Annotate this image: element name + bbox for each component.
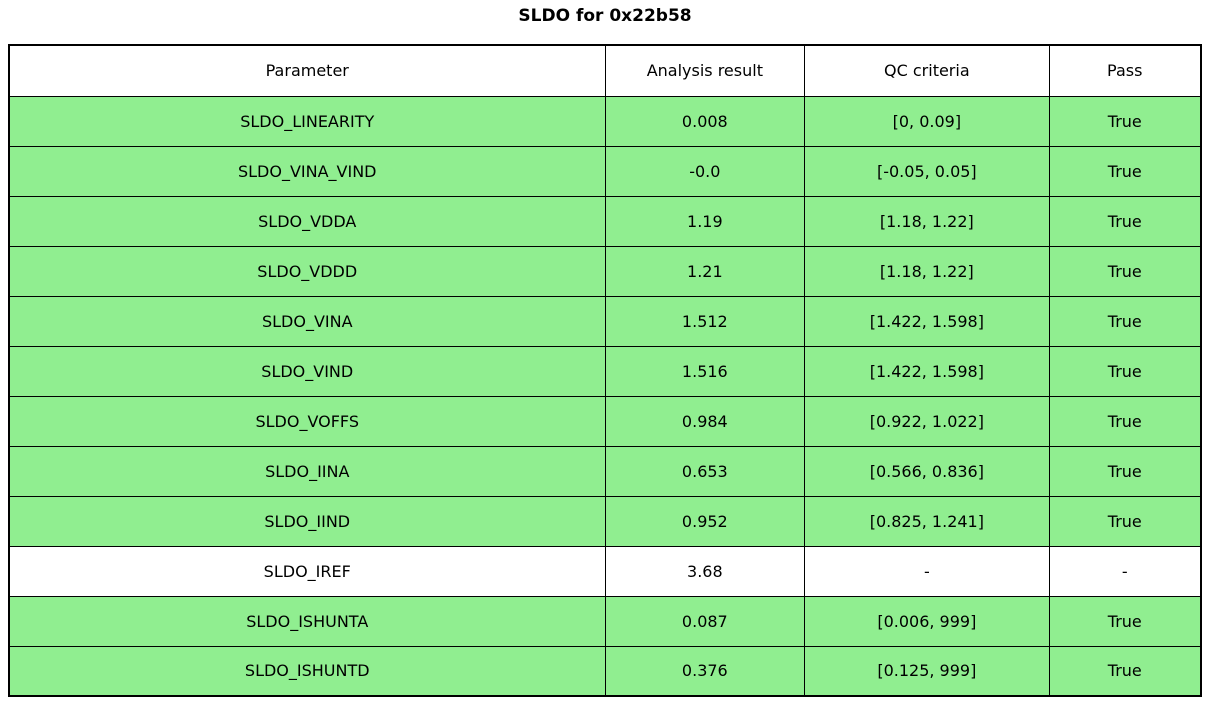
qc-criteria-cell: [0.566, 0.836] bbox=[804, 445, 1050, 497]
qc-results-table: Parameter Analysis result QC criteria Pa… bbox=[8, 44, 1202, 697]
parameter-cell: SLDO_VDDD bbox=[8, 245, 606, 297]
analysis-result-cell: 0.087 bbox=[604, 595, 806, 647]
table-row: SLDO_VINA 1.512 [1.422, 1.598] True bbox=[8, 295, 1202, 347]
parameter-cell: SLDO_IINA bbox=[8, 445, 606, 497]
column-header-analysis-result: Analysis result bbox=[604, 44, 806, 97]
analysis-result-cell: 1.516 bbox=[604, 345, 806, 397]
table-row: SLDO_IREF 3.68- - bbox=[8, 545, 1202, 597]
column-header-qc-criteria: QC criteria bbox=[804, 44, 1050, 97]
pass-cell: True bbox=[1048, 495, 1202, 547]
pass-cell: True bbox=[1048, 345, 1202, 397]
column-header-pass: Pass bbox=[1048, 44, 1202, 97]
analysis-result-cell: 0.984 bbox=[604, 395, 806, 447]
pass-cell: True bbox=[1048, 445, 1202, 497]
table-body: SLDO_LINEARITY 0.008 [0, 0.09] True SLDO_VIN… bbox=[8, 95, 1202, 697]
qc-criteria-cell: [0.125, 999] bbox=[804, 645, 1050, 697]
table-row: SLDO_VDDD 1.21 [1.18, 1.22] True bbox=[8, 245, 1202, 297]
qc-criteria-cell: [1.422, 1.598] bbox=[804, 295, 1050, 347]
pass-cell: True bbox=[1048, 245, 1202, 297]
qc-criteria-cell: [0.922, 1.022] bbox=[804, 395, 1050, 447]
table-row: SLDO_IIND 0.952 [0.825, 1.241] True bbox=[8, 495, 1202, 547]
pass-cell: True bbox=[1048, 645, 1202, 697]
parameter-cell: SLDO_LINEARITY bbox=[8, 95, 606, 147]
analysis-result-cell: 1.21 bbox=[604, 245, 806, 297]
qc-criteria-cell: [0.825, 1.241] bbox=[804, 495, 1050, 547]
pass-cell: True bbox=[1048, 395, 1202, 447]
parameter-cell: SLDO_VINA bbox=[8, 295, 606, 347]
pass-cell: True bbox=[1048, 295, 1202, 347]
parameter-cell: SLDO_ISHUNTD bbox=[8, 645, 606, 697]
table-row: SLDO_VOFFS 0.984 [0.922, 1.022] True bbox=[8, 395, 1202, 447]
analysis-result-cell: 0.653 bbox=[604, 445, 806, 497]
parameter-cell: SLDO_VINA_VIND bbox=[8, 145, 606, 197]
column-header-parameter: Parameter bbox=[8, 44, 606, 97]
qc-criteria-cell: [0, 0.09] bbox=[804, 95, 1050, 147]
parameter-cell: SLDO_VDDA bbox=[8, 195, 606, 247]
parameter-cell: SLDO_IREF bbox=[8, 545, 606, 597]
parameter-cell: SLDO_IIND bbox=[8, 495, 606, 547]
pass-cell: True bbox=[1048, 145, 1202, 197]
analysis-result-cell: 0.008 bbox=[604, 95, 806, 147]
header-row: Parameter Analysis result QC criteria Pa… bbox=[8, 44, 1202, 97]
table-row: SLDO_IINA 0.653 [0.566, 0.836] True bbox=[8, 445, 1202, 497]
pass-cell: True bbox=[1048, 595, 1202, 647]
table-row: SLDO_VIND 1.516 [1.422, 1.598] True bbox=[8, 345, 1202, 397]
parameter-cell: SLDO_ISHUNTA bbox=[8, 595, 606, 647]
pass-cell: - bbox=[1048, 545, 1202, 597]
qc-criteria-cell: [0.006, 999] bbox=[804, 595, 1050, 647]
parameter-cell: SLDO_VOFFS bbox=[8, 395, 606, 447]
pass-cell: True bbox=[1048, 195, 1202, 247]
analysis-result-cell: 3.68 bbox=[604, 545, 806, 597]
qc-criteria-cell: [-0.05, 0.05] bbox=[804, 145, 1050, 197]
parameter-cell: SLDO_VIND bbox=[8, 345, 606, 397]
analysis-result-cell: 1.19 bbox=[604, 195, 806, 247]
page-title: SLDO for 0x22b58 bbox=[518, 6, 692, 26]
analysis-result-cell: -0.0 bbox=[604, 145, 806, 197]
qc-criteria-cell: [1.422, 1.598] bbox=[804, 345, 1050, 397]
table-row: SLDO_VDDA 1.19 [1.18, 1.22] True bbox=[8, 195, 1202, 247]
qc-criteria-cell: [1.18, 1.22] bbox=[804, 195, 1050, 247]
table-row: SLDO_VINA_VIND -0.0 [-0.05, 0.05] True bbox=[8, 145, 1202, 197]
qc-criteria-cell: [1.18, 1.22] bbox=[804, 245, 1050, 297]
table-row: SLDO_LINEARITY 0.008 [0, 0.09] True bbox=[8, 95, 1202, 147]
analysis-result-cell: 0.376 bbox=[604, 645, 806, 697]
pass-cell: True bbox=[1048, 95, 1202, 147]
table-row: SLDO_ISHUNTD 0.376 [0.125, 999] True bbox=[8, 645, 1202, 697]
qc-criteria-cell: - bbox=[804, 545, 1050, 597]
table-row: SLDO_ISHUNTA 0.087 [0.006, 999] True bbox=[8, 595, 1202, 647]
analysis-result-cell: 1.512 bbox=[604, 295, 806, 347]
analysis-result-cell: 0.952 bbox=[604, 495, 806, 547]
